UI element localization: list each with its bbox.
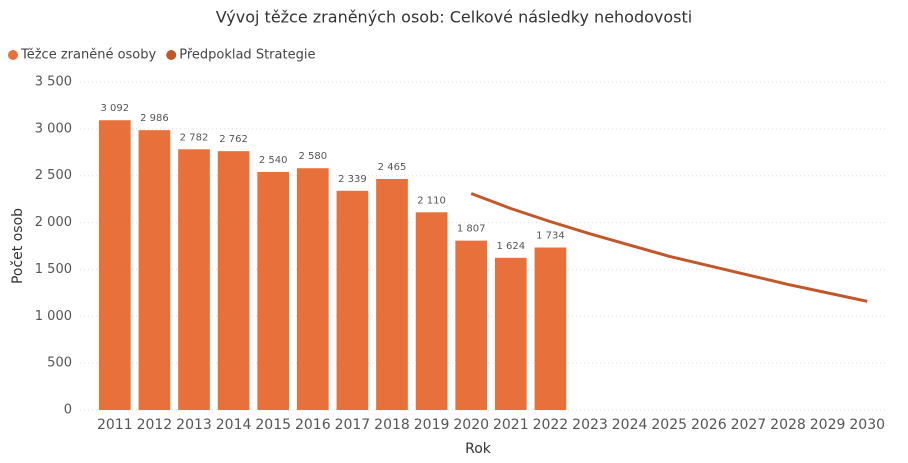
bar: [415, 212, 448, 410]
bar: [534, 247, 567, 410]
data-label: 2 110: [417, 195, 446, 206]
y-tick-label: 2 500: [35, 168, 72, 183]
data-label: 2 986: [140, 113, 169, 124]
data-label: 2 339: [338, 174, 367, 185]
y-tick-label: 3 000: [35, 121, 72, 136]
data-label: 1 624: [496, 241, 525, 252]
y-tick-label: 1 000: [35, 309, 72, 324]
data-label: 1 807: [457, 224, 486, 235]
y-tick-label: 0: [64, 403, 72, 418]
bar: [257, 171, 290, 410]
x-tick-label: 2016: [295, 417, 331, 433]
x-tick-label: 2013: [176, 417, 212, 433]
legend-label: Těžce zraněné osoby: [20, 48, 157, 63]
x-tick-label: 2011: [97, 417, 133, 433]
x-tick-label: 2019: [414, 417, 450, 433]
x-tick-label: 2028: [770, 417, 806, 433]
x-tick-label: 2029: [810, 417, 846, 433]
data-label: 2 580: [298, 151, 327, 162]
data-label: 2 465: [378, 162, 407, 173]
y-tick-label: 500: [47, 356, 72, 371]
x-tick-label: 2012: [137, 417, 173, 433]
x-tick-label: 2025: [651, 417, 687, 433]
x-tick-label: 2027: [731, 417, 767, 433]
y-tick-label: 2 000: [35, 215, 72, 230]
bar: [178, 149, 210, 410]
legend-marker: [8, 50, 18, 60]
bar: [494, 257, 527, 410]
y-tick-label: 1 500: [35, 262, 72, 277]
x-axis-title: Rok: [465, 441, 492, 457]
x-tick-label: 2021: [493, 417, 529, 433]
x-tick-label: 2017: [335, 417, 371, 433]
data-label: 2 762: [219, 134, 248, 145]
x-tick-label: 2023: [572, 417, 608, 433]
legend-marker: [166, 50, 177, 60]
legend-label: Předpoklad Strategie: [179, 48, 315, 63]
bar: [336, 190, 369, 410]
y-axis-title: Počet osob: [10, 208, 26, 284]
data-label: 2 540: [259, 155, 288, 166]
data-label: 1 734: [536, 230, 565, 241]
bar: [217, 151, 250, 411]
data-label: 2 782: [180, 132, 209, 143]
data-label: 3 092: [100, 103, 129, 114]
x-tick-label: 2014: [216, 417, 252, 433]
x-tick-label: 2024: [612, 417, 648, 433]
bar: [455, 240, 488, 410]
x-tick-label: 2015: [255, 417, 291, 433]
bar: [296, 168, 329, 410]
bar: [98, 120, 131, 411]
x-tick-label: 2026: [691, 417, 727, 433]
bar: [376, 178, 408, 410]
x-tick-label: 2030: [849, 417, 885, 433]
bar: [138, 130, 171, 411]
line: [470, 192, 868, 303]
x-tick-label: 2020: [453, 417, 489, 433]
y-tick-label: 3 500: [35, 75, 72, 90]
chart-title: Vývoj těžce zraněných osob: Celkové násl…: [216, 8, 692, 27]
x-tick-label: 2018: [374, 417, 410, 433]
x-tick-label: 2022: [533, 417, 569, 433]
